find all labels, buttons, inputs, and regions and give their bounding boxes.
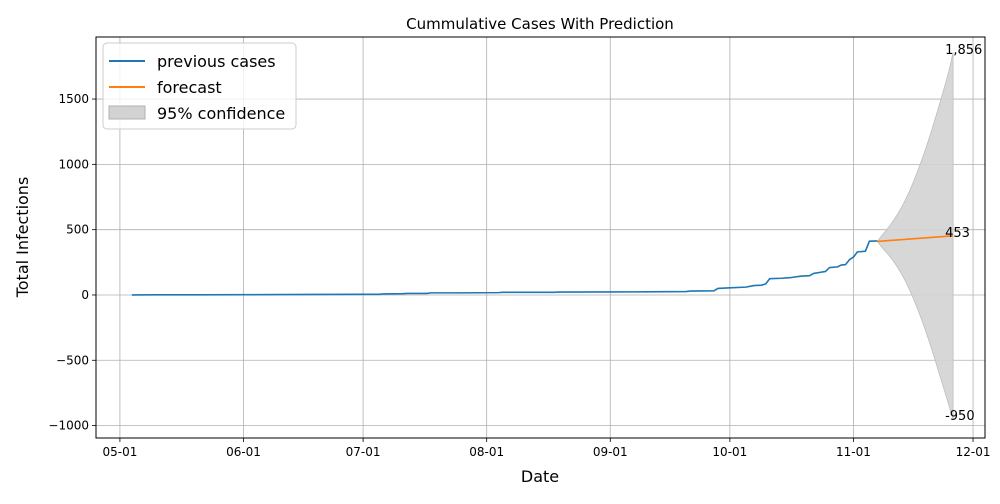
annotations: 1,856 453 -950 <box>945 43 982 424</box>
x-tick-label: 07-01 <box>346 445 381 459</box>
x-tick-label: 06-01 <box>226 445 261 459</box>
series-line-forecast <box>877 235 954 243</box>
y-tick-label: −500 <box>56 353 89 367</box>
y-axis-label: Total Infections <box>13 177 32 299</box>
x-tick-label: 10-01 <box>712 445 747 459</box>
legend-label-forecast: forecast <box>157 78 222 97</box>
legend-label-confidence: 95% confidence <box>157 104 285 123</box>
legend: previous cases forecast 95% confidence <box>102 42 297 130</box>
x-tick-label: 09-01 <box>593 445 628 459</box>
chart-title: Cummulative Cases With Prediction <box>406 15 674 33</box>
x-tick-label: 11-01 <box>836 445 871 459</box>
annotation-label: 1,856 <box>945 43 982 58</box>
x-axis-label: Date <box>521 467 559 486</box>
y-tick-label: 1500 <box>58 92 89 106</box>
grid-lines <box>96 37 985 438</box>
x-axis-ticks: 05-01 06-01 07-01 08-01 09-01 10-01 11-01 12-01 <box>102 438 990 459</box>
y-tick-label: 500 <box>66 223 89 237</box>
y-tick-label: −1000 <box>48 419 89 433</box>
y-axis-ticks: −1000 −500 0 500 1000 1500 <box>48 92 96 433</box>
x-tick-label: 05-01 <box>102 445 137 459</box>
y-tick-label: 1000 <box>58 157 89 171</box>
series-lines <box>131 235 954 296</box>
legend-label-previous-cases: previous cases <box>157 52 276 71</box>
y-tick-label: 0 <box>81 288 89 302</box>
legend-frame <box>102 42 297 130</box>
plot-area-frame <box>95 36 986 439</box>
x-tick-label: 08-01 <box>469 445 504 459</box>
annotation-label: -950 <box>945 409 975 424</box>
series-line-previous-cases <box>131 240 878 296</box>
x-tick-label: 12-01 <box>956 445 991 459</box>
annotation-label: 453 <box>945 226 970 241</box>
legend-swatch-confidence-band <box>108 105 146 120</box>
